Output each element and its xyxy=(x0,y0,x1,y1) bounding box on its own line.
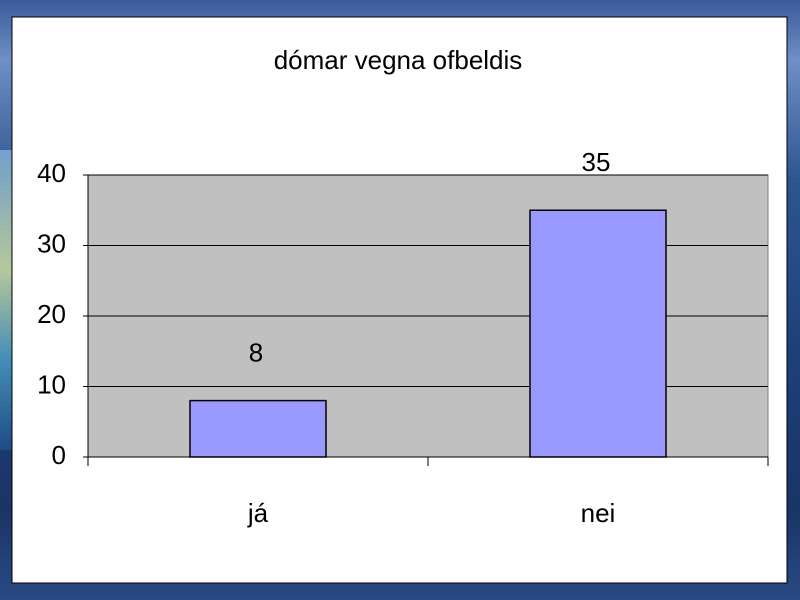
bar xyxy=(189,399,327,458)
data-label: 35 xyxy=(582,147,611,177)
bar xyxy=(529,209,667,458)
y-tick-label: 30 xyxy=(37,228,66,258)
chart-title: dómar vegna ofbeldis xyxy=(274,45,523,75)
x-tick-label: já xyxy=(247,498,269,528)
data-label: 8 xyxy=(249,337,263,367)
y-tick-label: 0 xyxy=(52,440,66,470)
x-tick-label: nei xyxy=(581,498,616,528)
y-tick-label: 20 xyxy=(37,299,66,329)
y-tick-label: 10 xyxy=(37,369,66,399)
y-tick-label: 40 xyxy=(37,158,66,188)
